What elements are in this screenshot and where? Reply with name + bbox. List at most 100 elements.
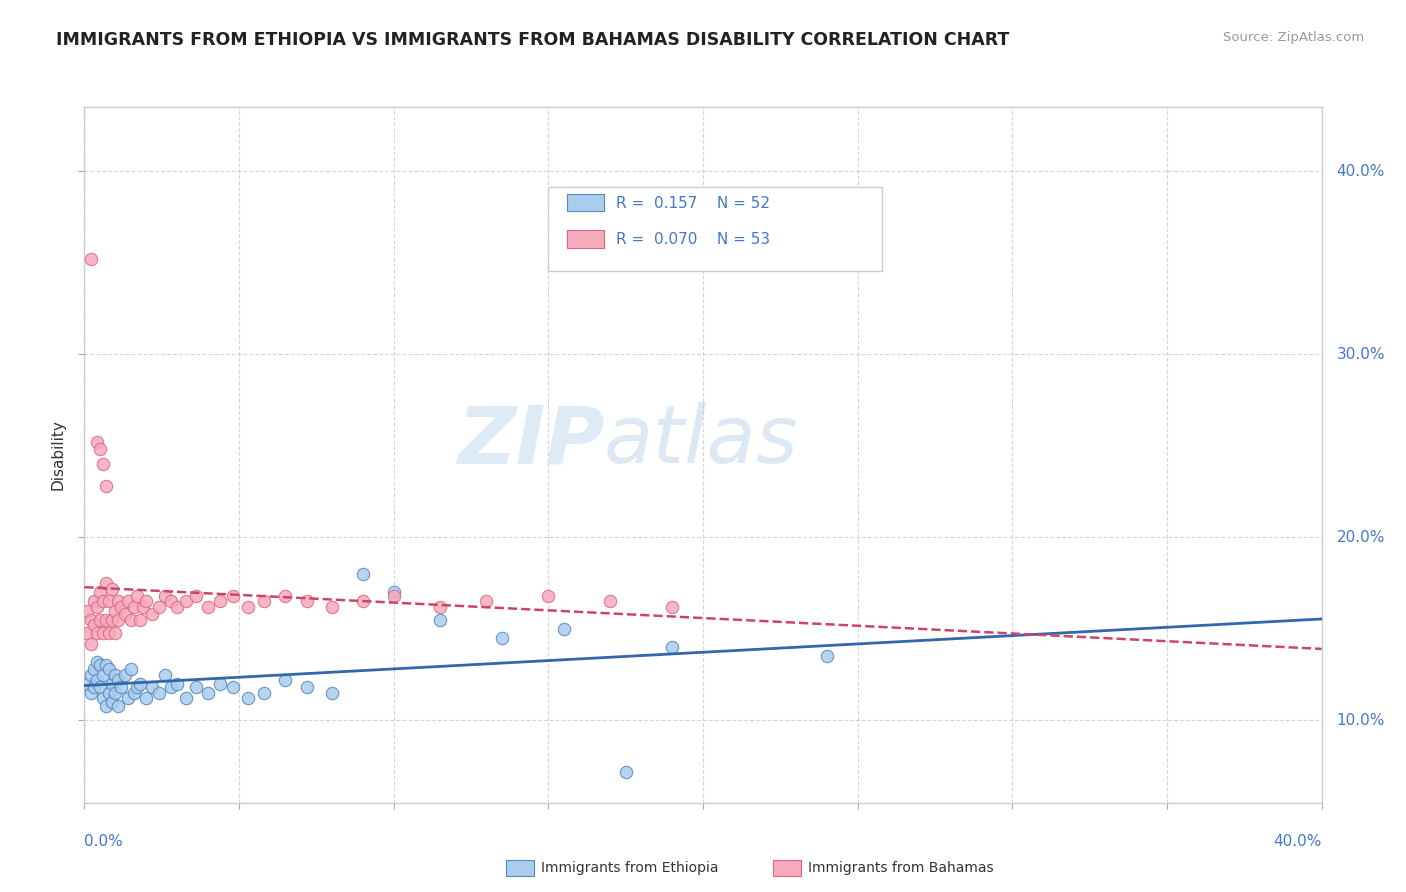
Point [91,667,114,681]
Point [104,686,127,700]
Text: 30.0%: 30.0% [1337,347,1385,362]
Text: Source: ZipAtlas.com: Source: ZipAtlas.com [1223,31,1364,45]
Text: 20.0%: 20.0% [1337,530,1385,545]
Point [86,625,108,640]
Point [382,585,405,599]
Point [107,613,129,627]
Text: Immigrants from Bahamas: Immigrants from Bahamas [808,861,994,875]
Text: atlas: atlas [605,402,799,480]
Point [153,667,176,681]
Point [599,594,621,608]
Point [104,603,127,617]
Point [79,667,101,681]
Text: ZIP: ZIP [457,402,605,480]
Point [661,599,683,614]
Point [89,585,111,599]
Point [253,594,276,608]
Point [141,607,163,622]
Point [104,667,127,681]
FancyBboxPatch shape [548,187,883,270]
Point [184,681,207,695]
Point [120,662,142,676]
Point [94,576,117,591]
Point [125,589,148,603]
Point [491,631,513,645]
Point [176,691,198,706]
Text: 10.0%: 10.0% [1337,713,1385,728]
Point [122,686,145,700]
Point [104,625,127,640]
Point [222,681,245,695]
Point [117,594,139,608]
Point [295,594,318,608]
Point [86,673,108,687]
FancyBboxPatch shape [567,230,605,248]
Point [98,625,121,640]
Point [101,695,124,709]
Point [429,599,451,614]
Point [114,667,136,681]
Point [79,636,101,650]
Point [89,681,111,695]
Point [79,252,101,266]
Point [197,599,219,614]
Point [107,673,129,687]
Point [91,625,114,640]
Point [141,681,163,695]
Point [86,599,108,614]
Point [98,662,121,676]
Point [153,589,176,603]
Point [101,582,124,596]
Point [94,658,117,673]
Point [110,599,132,614]
Point [166,599,188,614]
Point [79,613,101,627]
Point [176,594,198,608]
Point [89,658,111,673]
Point [274,589,297,603]
Point [120,613,142,627]
Point [91,457,114,471]
Text: R =  0.157    N = 52: R = 0.157 N = 52 [616,195,770,211]
Point [83,594,105,608]
Point [94,613,117,627]
Point [89,442,111,457]
Point [125,681,148,695]
Point [197,686,219,700]
Point [184,589,207,603]
Point [352,594,374,608]
Point [101,677,124,691]
Point [166,677,188,691]
Point [89,613,111,627]
Point [94,479,117,493]
Point [91,691,114,706]
Point [83,662,105,676]
Point [135,691,157,706]
Point [76,603,98,617]
Point [382,589,405,603]
Point [148,599,170,614]
Point [815,649,838,664]
Point [98,686,121,700]
Point [91,594,114,608]
Point [110,681,132,695]
Text: IMMIGRANTS FROM ETHIOPIA VS IMMIGRANTS FROM BAHAMAS DISABILITY CORRELATION CHART: IMMIGRANTS FROM ETHIOPIA VS IMMIGRANTS F… [56,31,1010,49]
Point [117,691,139,706]
Point [135,594,157,608]
Point [122,599,145,614]
Text: 40.0%: 40.0% [1274,834,1322,849]
Point [274,673,297,687]
Text: 40.0%: 40.0% [1337,163,1385,178]
Point [107,698,129,713]
Text: Immigrants from Ethiopia: Immigrants from Ethiopia [541,861,718,875]
Point [101,613,124,627]
Point [86,435,108,450]
Point [94,698,117,713]
Point [238,599,260,614]
Point [553,622,575,636]
Point [614,764,637,779]
Point [129,677,152,691]
Y-axis label: Disability: Disability [51,419,66,491]
Point [79,686,101,700]
Point [209,677,232,691]
